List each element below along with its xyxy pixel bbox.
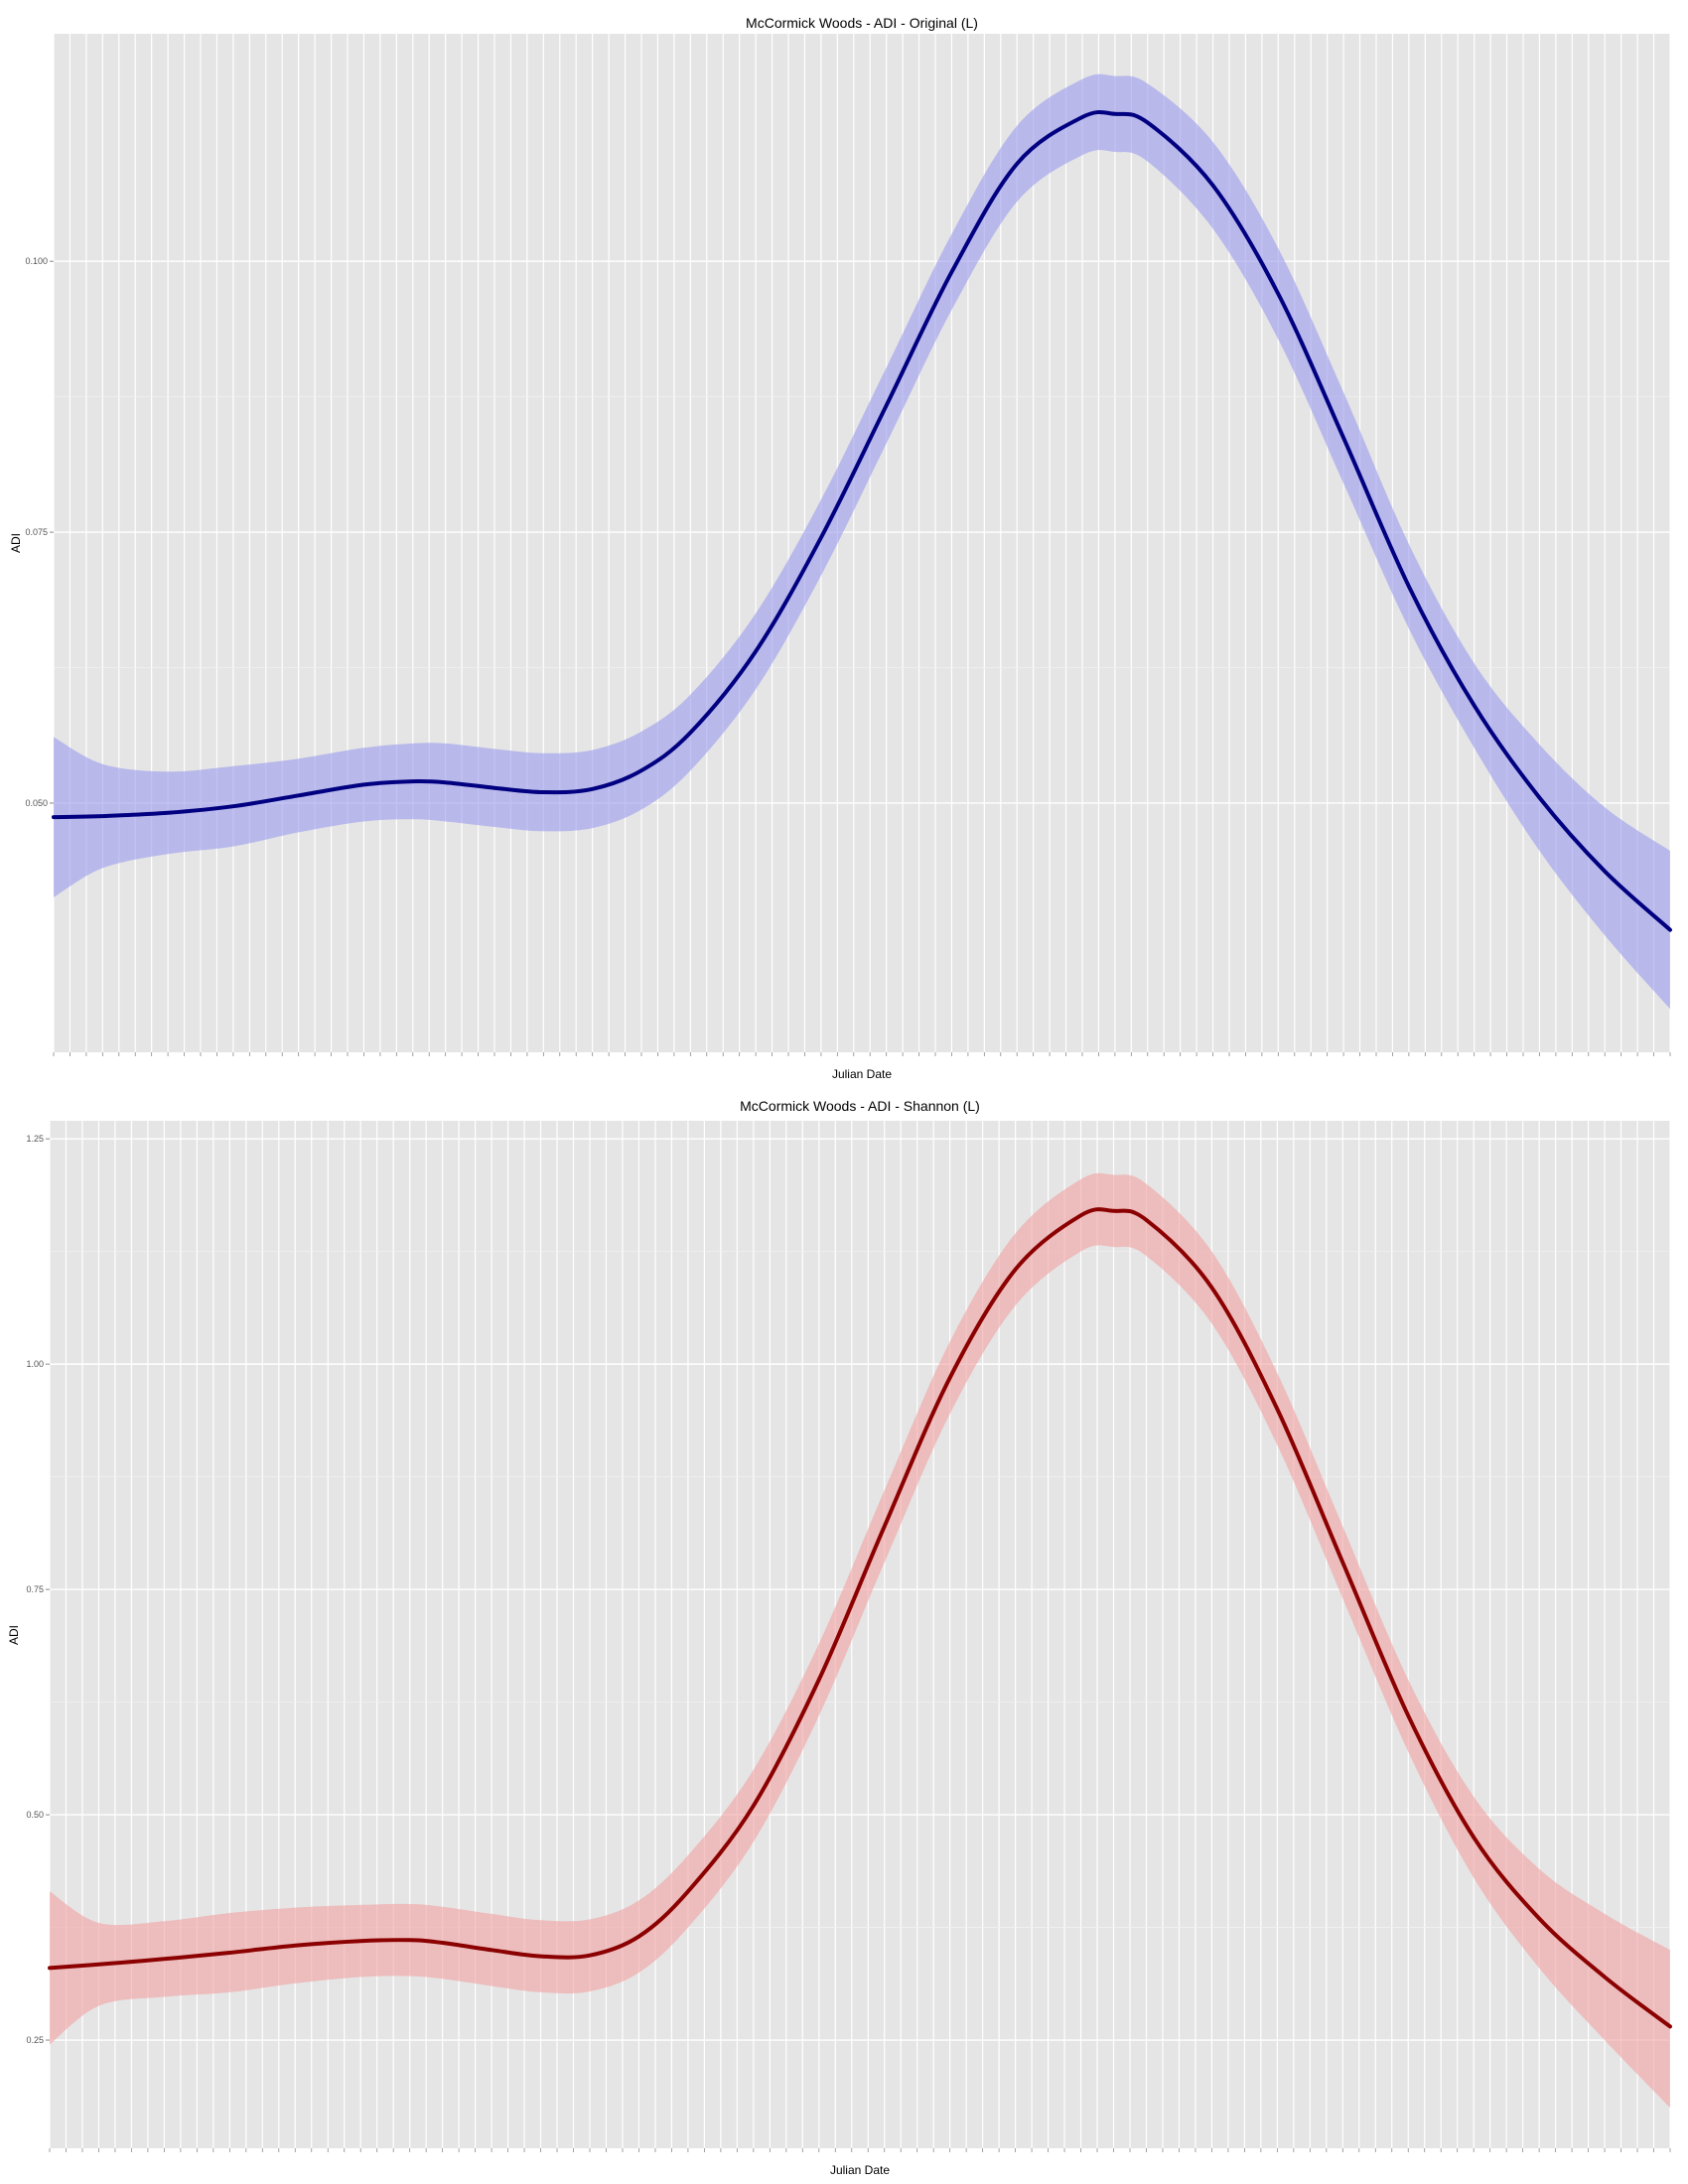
plot-background [50,1121,1670,2148]
y-tick-label: 0.75 [26,1584,44,1594]
plot-background [54,34,1670,1052]
chart-original: McCormick Woods - ADI - Original (L) 0.0… [0,0,1688,1087]
smooth-line-path [48,1207,1672,2029]
confidence-band-area [50,1172,1670,2109]
chart-original-svg: McCormick Woods - ADI - Original (L) 0.0… [9,15,1672,1081]
y-tick-label: 0.075 [25,527,48,537]
y-tick-label: 1.25 [26,1134,44,1144]
y-tick-label: 1.00 [26,1359,44,1369]
y-tick-label: 0.050 [25,798,48,808]
chart-shannon: McCormick Woods - ADI - Shannon (L) 0.25… [0,1087,1688,2184]
y-tick-label: 0.50 [26,1810,44,1820]
x-axis-label: Julian Date [832,1067,892,1081]
smooth-line [48,1207,1672,2029]
y-axis-label: ADI [7,1625,21,1645]
y-tick-label: 0.25 [26,2035,44,2045]
confidence-band-area [54,73,1670,1010]
smooth-line [52,109,1672,932]
x-axis [49,2148,1671,2152]
confidence-band [54,73,1670,1010]
smooth-line-path [52,109,1672,932]
confidence-band [50,1172,1670,2109]
y-tick-label: 0.100 [25,256,48,266]
y-axis-label: ADI [9,533,23,553]
chart-title: McCormick Woods - ADI - Original (L) [746,15,978,31]
x-axis-label: Julian Date [830,2163,890,2177]
chart-shannon-svg: McCormick Woods - ADI - Shannon (L) 0.25… [7,1098,1672,2177]
y-axis: 0.25 0.50 0.75 1.00 1.25 [26,1134,50,2045]
x-axis [53,1052,1671,1056]
y-axis: 0.050 0.075 0.100 [25,256,54,808]
x-gridlines [53,34,1671,1052]
chart-title: McCormick Woods - ADI - Shannon (L) [740,1098,980,1114]
